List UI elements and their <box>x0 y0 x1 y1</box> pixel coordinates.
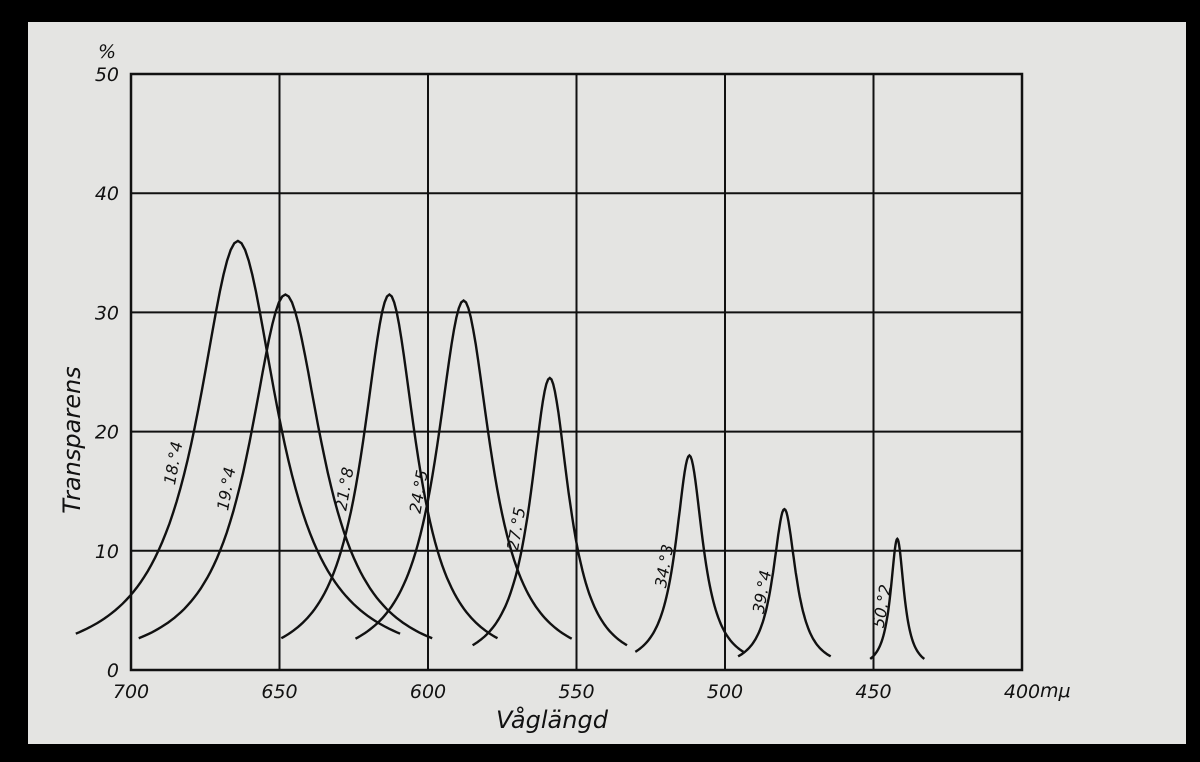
transmission-curve <box>869 537 926 660</box>
x-tick-label: 700 <box>113 681 149 703</box>
photo-plate <box>28 22 1186 744</box>
x-tick-label: 450 <box>855 681 891 703</box>
x-tick-label: 650 <box>261 681 297 703</box>
grid <box>131 74 1022 670</box>
transmission-curve <box>354 298 573 640</box>
curve-label: 39.°4 <box>749 569 775 615</box>
transmission-curve <box>138 293 433 640</box>
y-unit-label: % <box>98 41 116 63</box>
curve-label: 27.°5 <box>503 506 529 552</box>
y-tick-label: 20 <box>95 422 119 444</box>
y-tick-label: 50 <box>95 64 119 86</box>
curve-labels: 18.°419.°4 21.°8 24.°527.°534.°339.°4 50.°2 <box>160 440 895 629</box>
x-tick-label: 550 <box>558 681 594 703</box>
x-tick-label: 500 <box>707 681 743 703</box>
y-axis-title: Transparens <box>58 366 86 513</box>
x-tick-label: 600 <box>410 681 446 703</box>
transmission-curve <box>75 239 401 635</box>
y-tick-label: 10 <box>95 541 119 563</box>
y-tick-label: 40 <box>95 183 119 205</box>
curve-label: 21.°8 <box>331 466 357 512</box>
plot-frame <box>129 72 1024 672</box>
transmission-curve <box>634 453 745 653</box>
tick-labels: 700 650 600 550 500 450 400 0 10 20 30 40 50 <box>95 64 1040 703</box>
y-tick-label: 30 <box>95 302 119 324</box>
transmission-curve <box>737 507 832 658</box>
x-tick-label: 400 <box>1004 681 1040 703</box>
x-unit-label: mμ <box>1040 680 1071 702</box>
transmission-curve <box>471 376 628 647</box>
curves <box>75 239 926 660</box>
x-axis-title: Våglängd <box>496 705 609 734</box>
transmission-curve <box>280 292 499 640</box>
y-tick-label: 0 <box>107 660 119 682</box>
